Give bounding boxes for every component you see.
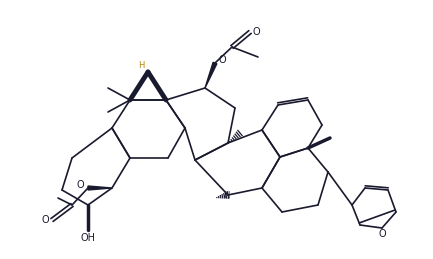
Text: O: O: [219, 55, 226, 65]
Text: H: H: [138, 61, 144, 70]
Text: OH: OH: [81, 233, 96, 243]
Polygon shape: [205, 62, 217, 88]
Text: O: O: [253, 27, 261, 37]
Text: H: H: [223, 191, 229, 200]
Polygon shape: [88, 186, 112, 190]
Text: O: O: [76, 180, 84, 190]
Text: O: O: [42, 215, 49, 225]
Text: O: O: [378, 229, 386, 239]
